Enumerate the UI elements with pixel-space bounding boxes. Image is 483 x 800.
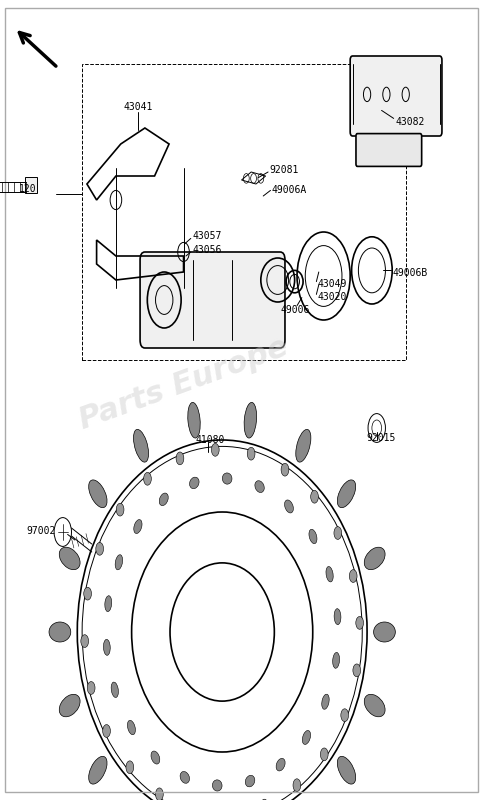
Text: 49006B: 49006B bbox=[392, 268, 427, 278]
Ellipse shape bbox=[255, 481, 264, 493]
Circle shape bbox=[84, 587, 91, 600]
Circle shape bbox=[116, 503, 124, 516]
Ellipse shape bbox=[105, 596, 112, 611]
Ellipse shape bbox=[189, 477, 199, 489]
Ellipse shape bbox=[134, 519, 142, 534]
Ellipse shape bbox=[89, 756, 107, 784]
Ellipse shape bbox=[133, 430, 149, 462]
Text: Parts Europe: Parts Europe bbox=[75, 333, 292, 435]
FancyBboxPatch shape bbox=[140, 252, 285, 348]
Ellipse shape bbox=[245, 775, 255, 787]
Ellipse shape bbox=[284, 500, 293, 513]
Text: 43041: 43041 bbox=[123, 102, 153, 112]
Circle shape bbox=[247, 447, 255, 460]
Circle shape bbox=[156, 788, 163, 800]
Ellipse shape bbox=[59, 694, 80, 717]
Circle shape bbox=[176, 452, 184, 465]
Ellipse shape bbox=[296, 430, 311, 462]
Text: 92015: 92015 bbox=[366, 433, 396, 442]
Ellipse shape bbox=[302, 730, 311, 745]
Circle shape bbox=[126, 761, 134, 774]
Circle shape bbox=[143, 472, 151, 485]
Ellipse shape bbox=[49, 622, 71, 642]
Ellipse shape bbox=[115, 554, 123, 570]
Ellipse shape bbox=[309, 530, 317, 544]
Ellipse shape bbox=[59, 547, 80, 570]
Ellipse shape bbox=[222, 473, 232, 484]
Ellipse shape bbox=[334, 609, 341, 625]
Ellipse shape bbox=[337, 480, 355, 508]
Ellipse shape bbox=[337, 756, 355, 784]
Ellipse shape bbox=[213, 780, 222, 791]
Circle shape bbox=[356, 617, 364, 630]
Ellipse shape bbox=[188, 402, 200, 438]
Ellipse shape bbox=[326, 566, 333, 582]
Text: 120: 120 bbox=[19, 184, 37, 194]
Circle shape bbox=[212, 443, 219, 456]
Text: 49006: 49006 bbox=[280, 305, 310, 314]
Ellipse shape bbox=[159, 493, 168, 506]
Bar bbox=[82, 64, 406, 360]
Text: 43020: 43020 bbox=[318, 292, 347, 302]
FancyBboxPatch shape bbox=[356, 134, 422, 166]
Circle shape bbox=[341, 709, 349, 722]
Ellipse shape bbox=[364, 694, 385, 717]
Text: 43057: 43057 bbox=[192, 231, 222, 241]
Ellipse shape bbox=[322, 694, 329, 710]
Circle shape bbox=[353, 664, 361, 677]
FancyBboxPatch shape bbox=[25, 177, 37, 193]
Ellipse shape bbox=[244, 402, 256, 438]
Circle shape bbox=[281, 463, 289, 476]
Circle shape bbox=[334, 526, 341, 539]
Text: 43056: 43056 bbox=[192, 245, 222, 254]
Circle shape bbox=[311, 490, 318, 503]
Circle shape bbox=[96, 542, 103, 555]
Ellipse shape bbox=[276, 758, 285, 771]
Ellipse shape bbox=[333, 653, 340, 668]
Ellipse shape bbox=[128, 720, 135, 734]
Circle shape bbox=[103, 725, 111, 738]
Text: 43082: 43082 bbox=[395, 117, 425, 126]
Text: 41080: 41080 bbox=[196, 435, 225, 445]
Ellipse shape bbox=[151, 751, 160, 764]
Text: 43049: 43049 bbox=[318, 279, 347, 289]
Ellipse shape bbox=[111, 682, 118, 698]
Circle shape bbox=[87, 682, 95, 694]
Ellipse shape bbox=[180, 771, 189, 783]
Text: 49006A: 49006A bbox=[271, 186, 307, 195]
Ellipse shape bbox=[374, 622, 396, 642]
Circle shape bbox=[320, 748, 328, 761]
Circle shape bbox=[349, 570, 357, 582]
Text: 92081: 92081 bbox=[270, 166, 299, 175]
Text: 97002: 97002 bbox=[27, 526, 56, 536]
Ellipse shape bbox=[103, 639, 110, 655]
Circle shape bbox=[81, 634, 88, 647]
Circle shape bbox=[293, 779, 301, 792]
Ellipse shape bbox=[364, 547, 385, 570]
FancyBboxPatch shape bbox=[350, 56, 442, 136]
Ellipse shape bbox=[89, 480, 107, 508]
